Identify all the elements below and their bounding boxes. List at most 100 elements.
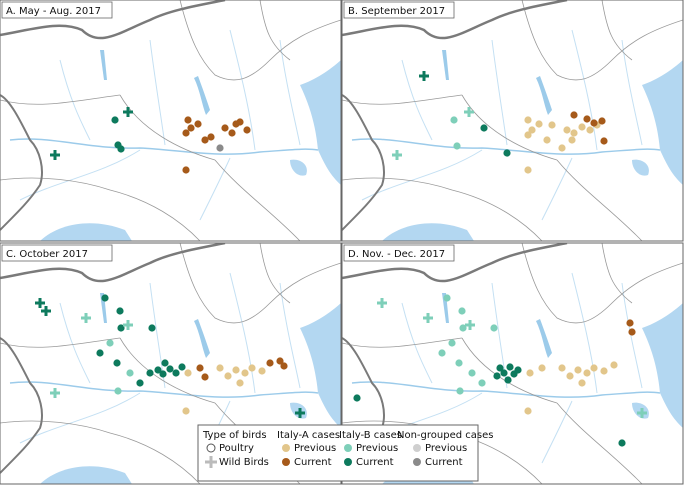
poultry-case: [184, 369, 192, 377]
poultry-case: [528, 126, 536, 134]
region-border: [342, 337, 463, 348]
poultry-case: [570, 111, 578, 119]
river: [229, 29, 256, 151]
region-border: [0, 177, 201, 241]
poultry-case: [496, 364, 504, 372]
legend-heading: Italy-B cases: [339, 430, 402, 441]
poultry-case: [493, 372, 501, 380]
poultry-case: [583, 115, 591, 123]
legend-symbol: [282, 444, 290, 452]
legend-symbol: [205, 456, 217, 468]
legend-heading: Type of birds: [202, 430, 267, 441]
poultry-case: [590, 119, 598, 127]
poultry-case: [161, 359, 169, 367]
region-border: [119, 94, 216, 161]
panel-title: D. Nov. - Dec. 2017: [348, 249, 445, 260]
map-background: [0, 0, 341, 241]
map-panel: D. Nov. - Dec. 2017: [341, 242, 684, 485]
panel-title: B. September 2017: [348, 6, 445, 17]
poultry-case: [456, 387, 464, 395]
poultry-case: [114, 387, 122, 395]
region-border: [461, 337, 558, 404]
legend: Type of birds Poultry Wild Birds Italy-A ca…: [197, 424, 493, 482]
legend-box: [197, 424, 479, 482]
lake: [194, 76, 210, 115]
region-border: [601, 243, 633, 304]
poultry-case: [178, 363, 186, 371]
lake: [442, 293, 449, 323]
region-border: [0, 94, 121, 105]
map: [342, 0, 683, 241]
poultry-case: [101, 294, 109, 302]
wild-bird-case: [50, 150, 60, 160]
poultry-case: [453, 142, 461, 150]
wild-bird-case: [377, 298, 387, 308]
region-border: [556, 402, 643, 484]
region-border: [0, 337, 121, 348]
poultry-case: [182, 129, 190, 137]
lagoon: [290, 159, 307, 176]
wild-bird-case: [81, 313, 91, 323]
map: [0, 0, 341, 241]
legend-heading: Italy-A cases: [277, 430, 340, 441]
poultry-case: [506, 363, 514, 371]
sea: [300, 60, 341, 185]
poultry-case: [113, 359, 121, 367]
legend-item: Wild Birds: [219, 457, 269, 468]
poultry-case: [201, 136, 209, 144]
poultry-case: [111, 116, 119, 124]
legend-symbol: [413, 444, 421, 452]
poultry-case: [159, 370, 167, 378]
poultry-case: [117, 145, 125, 153]
river: [571, 272, 598, 394]
poultry-case: [146, 369, 154, 377]
map-frame: [341, 242, 684, 485]
panel-title-box: [1, 1, 113, 19]
map-panel: B. September 2017: [341, 0, 684, 242]
legend-symbol: [206, 443, 216, 453]
sea: [382, 223, 474, 241]
poultry-case: [258, 367, 266, 375]
wild-bird-case: [637, 408, 647, 418]
poultry-case: [182, 407, 190, 415]
river: [401, 302, 433, 384]
panel-title: A. May - Aug. 2017: [6, 6, 101, 17]
poultry-case: [236, 379, 244, 387]
region-border: [342, 177, 543, 241]
poultry-case: [276, 357, 284, 365]
country-border: [0, 94, 43, 231]
lagoon: [632, 159, 649, 176]
poultry-case: [566, 372, 574, 380]
country-border: [0, 0, 226, 40]
lake: [100, 50, 107, 80]
map-frame: [0, 0, 342, 242]
poultry-case: [106, 339, 114, 347]
legend-heading: Non-grouped cases: [397, 430, 493, 441]
poultry-case: [280, 362, 288, 370]
poultry-case: [194, 120, 202, 128]
poultry-case: [543, 136, 551, 144]
poultry-case: [504, 376, 512, 384]
poultry-case: [490, 324, 498, 332]
legend-symbol: [282, 458, 290, 466]
poultry-case: [450, 116, 458, 124]
poultry-case: [578, 379, 586, 387]
country-border: [342, 243, 568, 283]
poultry-case: [468, 369, 476, 377]
legend-item: Current: [425, 457, 463, 468]
wild-bird-case: [423, 313, 433, 323]
poultry-case: [626, 319, 634, 327]
poultry-case: [568, 136, 576, 144]
wild-bird-case: [41, 306, 51, 316]
sea: [40, 466, 132, 484]
wild-bird-case: [419, 71, 429, 81]
poultry-case: [458, 307, 466, 315]
lagoon: [290, 402, 307, 419]
poultry-case: [216, 364, 224, 372]
map-frame: [0, 242, 342, 485]
poultry-case: [514, 366, 522, 374]
poultry-case: [221, 124, 229, 132]
wild-bird-case: [392, 150, 402, 160]
poultry-case: [116, 307, 124, 315]
poultry-case: [136, 379, 144, 387]
